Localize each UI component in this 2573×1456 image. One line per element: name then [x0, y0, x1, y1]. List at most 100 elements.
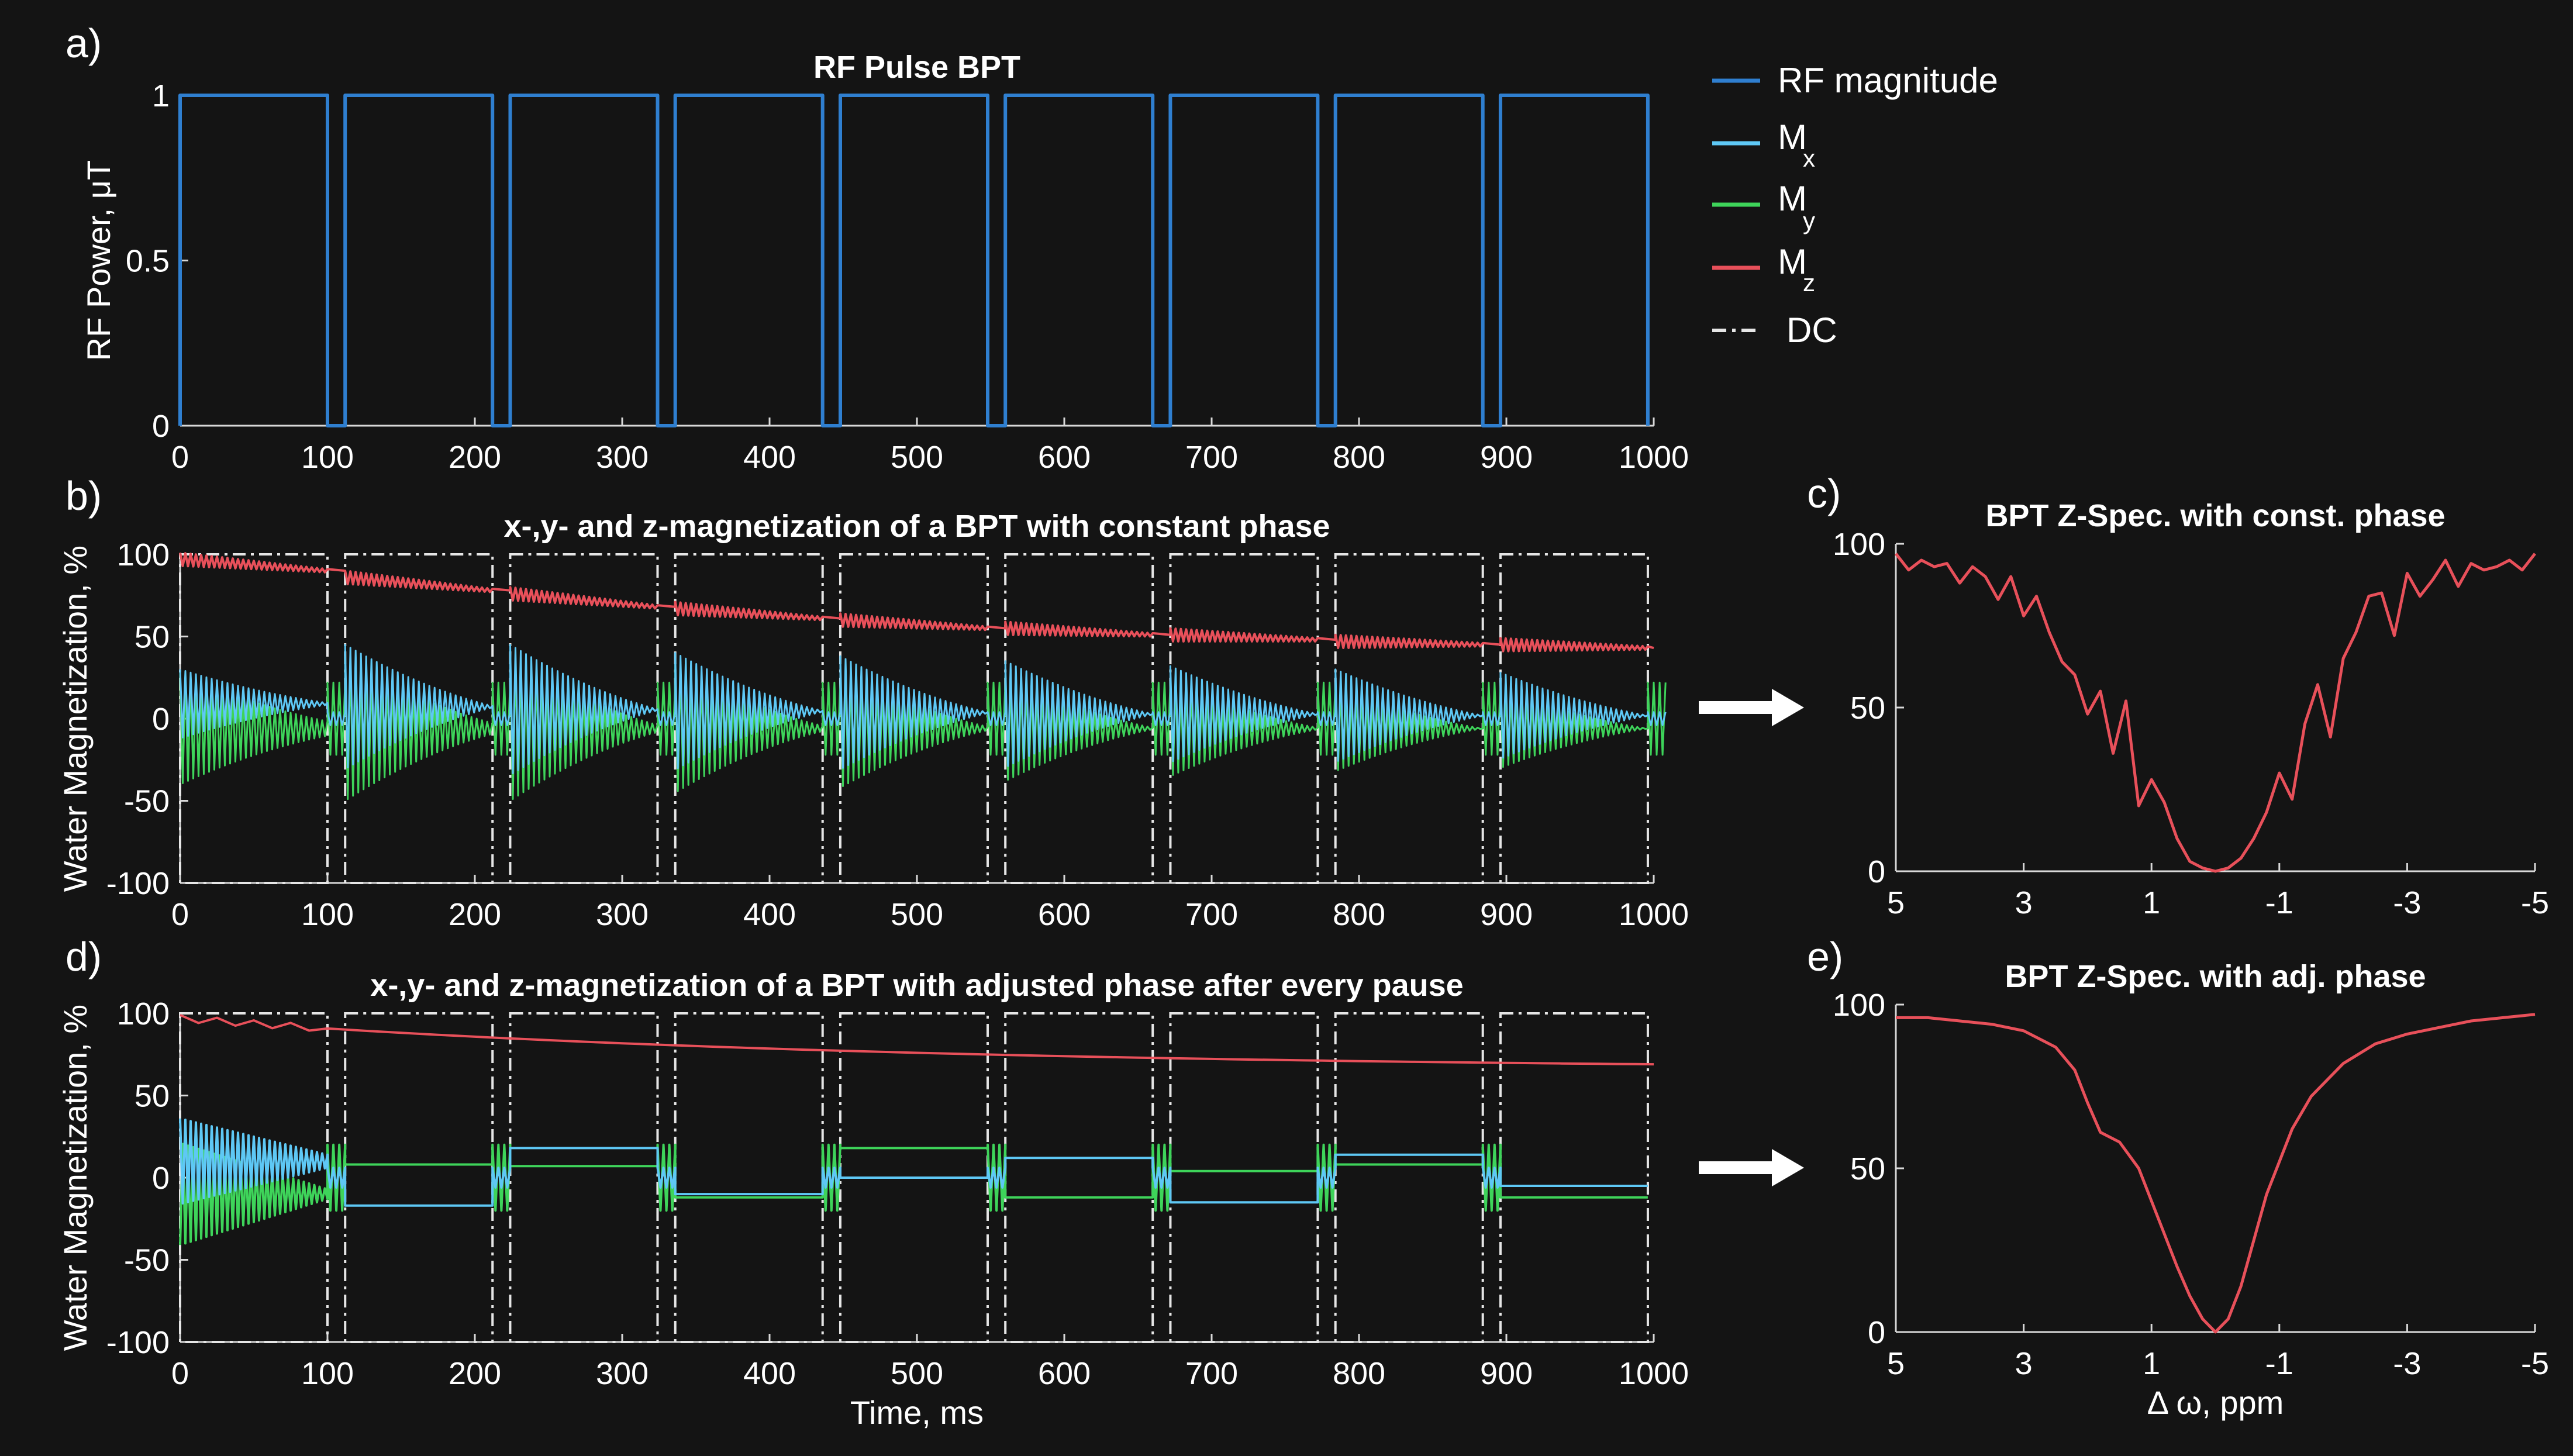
rf-magnitude-line: [178, 94, 1650, 427]
x-tick-label: 5: [1887, 1346, 1905, 1381]
y-tick-label: 100: [1833, 988, 1885, 1023]
y-tick-label: -50: [124, 784, 170, 819]
x-tick-label: -1: [2265, 885, 2293, 920]
y-axis-label: Water Magnetization, %: [57, 1005, 94, 1351]
x-tick-label: 0: [171, 1356, 189, 1391]
dc-pulse-box: [1169, 1012, 1319, 1343]
dc-pulse-box: [674, 553, 824, 884]
mz-line: [179, 552, 1654, 653]
dc-pulse-box: [344, 553, 494, 884]
x-tick-label: 900: [1480, 897, 1533, 932]
x-tick-label: 200: [449, 1356, 501, 1391]
dc-pulse-box: [1499, 1012, 1649, 1343]
chart-title: x-,y- and z-magnetization of a BPT with …: [370, 968, 1463, 1003]
x-tick-label: 1: [2143, 1346, 2160, 1381]
y-tick-label: -100: [106, 1325, 170, 1360]
adj-phase-zspec-chart: 5 3 1 -1 -3 -5 0 50 100 BPT Z-Spec. with adj. pha…: [1833, 959, 2549, 1421]
y-tick-label: 100: [117, 996, 170, 1031]
dc-pulse-box: [1004, 1012, 1154, 1343]
dc-pulse-box: [839, 553, 989, 884]
x-tick-label: 400: [743, 897, 796, 932]
x-tick-label: -3: [2393, 885, 2421, 920]
y-tick-label: 100: [1833, 527, 1885, 562]
dc-pulse-box: [1499, 553, 1649, 884]
y-tick-label: -100: [106, 866, 170, 901]
arrow-head: [1772, 689, 1804, 726]
x-tick-label: 600: [1038, 1356, 1091, 1391]
x-tick-label: 5: [1887, 885, 1905, 920]
chart-title: BPT Z-Spec. with adj. phase: [2005, 959, 2426, 994]
x-tick-label: 900: [1480, 440, 1533, 475]
legend-label-my-sub: y: [1803, 207, 1815, 234]
arrow-head: [1772, 1149, 1804, 1186]
y-tick-label: 0: [152, 1161, 170, 1196]
y-tick-label: 0: [152, 409, 170, 444]
dc-pulse-box: [1004, 553, 1154, 884]
x-tick-label: 700: [1185, 1356, 1238, 1391]
x-tick-label: 1: [2143, 885, 2160, 920]
chart-title: RF Pulse BPT: [813, 50, 1020, 85]
y-tick-label: 1: [152, 78, 170, 113]
y-tick-label: 50: [134, 1079, 170, 1114]
arrow-d-to-e: [1699, 1149, 1804, 1186]
y-tick-label: 50: [134, 620, 170, 655]
x-tick-label: 500: [891, 440, 943, 475]
adj-phase-magnetization-chart: 0 100 200 300 400 500 600 700 800 900 1000 -100 -50 0…: [57, 968, 1689, 1431]
zspectrum-line: [1895, 553, 2536, 873]
x-tick-label: 200: [449, 440, 501, 475]
zspectrum-line: [1896, 1013, 2536, 1334]
legend-label-dc: DC: [1786, 310, 1837, 350]
x-axis-label: Δ ω, ppm: [2147, 1384, 2284, 1421]
y-tick-label: 50: [1850, 691, 1885, 726]
x-tick-label: 400: [743, 440, 796, 475]
x-tick-label: 800: [1333, 1356, 1385, 1391]
legend-label-mz: M: [1778, 242, 1807, 281]
legend-label-mx-sub: x: [1803, 144, 1815, 172]
chart-title: x-,y- and z-magnetization of a BPT with …: [503, 509, 1330, 544]
x-tick-label: 800: [1333, 440, 1385, 475]
x-tick-label: 900: [1480, 1356, 1533, 1391]
x-tick-label: 3: [2015, 1346, 2033, 1381]
x-tick-label: 700: [1185, 440, 1238, 475]
legend-label-mx: M: [1778, 118, 1807, 157]
x-tick-label: 500: [891, 897, 943, 932]
x-tick-label: 0: [171, 440, 189, 475]
x-tick-label: 100: [301, 1356, 354, 1391]
rf-pulse-chart: 0 100 200 300 400 500 600 700 800 900 1000 0 0.5 1 RF …: [80, 50, 1689, 475]
y-tick-label: 0: [1868, 854, 1885, 889]
panel-label-e: e): [1807, 934, 1843, 979]
dc-pulse-box: [509, 553, 659, 884]
dc-pulse-box: [344, 1012, 494, 1343]
y-axis-label: Water Magnetization, %: [57, 546, 94, 892]
y-tick-label: -50: [124, 1243, 170, 1278]
x-tick-label: 500: [891, 1356, 943, 1391]
x-tick-label: 300: [596, 897, 649, 932]
x-tick-label: -3: [2393, 1346, 2421, 1381]
y-tick-label: 0.5: [126, 244, 170, 279]
y-tick-label: 0: [1868, 1315, 1885, 1350]
dc-pulse-box: [1334, 553, 1484, 884]
x-tick-label: 300: [596, 440, 649, 475]
panel-label-d: d): [65, 934, 102, 979]
y-tick-label: 50: [1850, 1151, 1885, 1186]
my-line: [179, 655, 1667, 801]
dc-pulse-box: [179, 1012, 329, 1343]
legend-label-mz-sub: z: [1803, 269, 1815, 296]
y-axis-label: RF Power, μT: [80, 160, 117, 361]
mx-line: [179, 1118, 1648, 1207]
x-tick-label: 0: [171, 897, 189, 932]
x-tick-label: -1: [2265, 1346, 2293, 1381]
legend-label-my: M: [1778, 179, 1807, 218]
x-tick-label: -5: [2521, 885, 2549, 920]
x-tick-label: 300: [596, 1356, 649, 1391]
y-tick-label: 0: [152, 702, 170, 737]
legend: RF magnitude M x M y M z DC: [1712, 61, 1998, 350]
dc-pulse-box: [1169, 553, 1319, 884]
dc-pulse-box: [674, 1012, 824, 1343]
panel-label-b: b): [65, 473, 102, 519]
x-tick-label: 100: [301, 897, 354, 932]
x-tick-label: 100: [301, 440, 354, 475]
x-tick-label: 1000: [1619, 440, 1689, 475]
panel-label-a: a): [65, 20, 102, 66]
